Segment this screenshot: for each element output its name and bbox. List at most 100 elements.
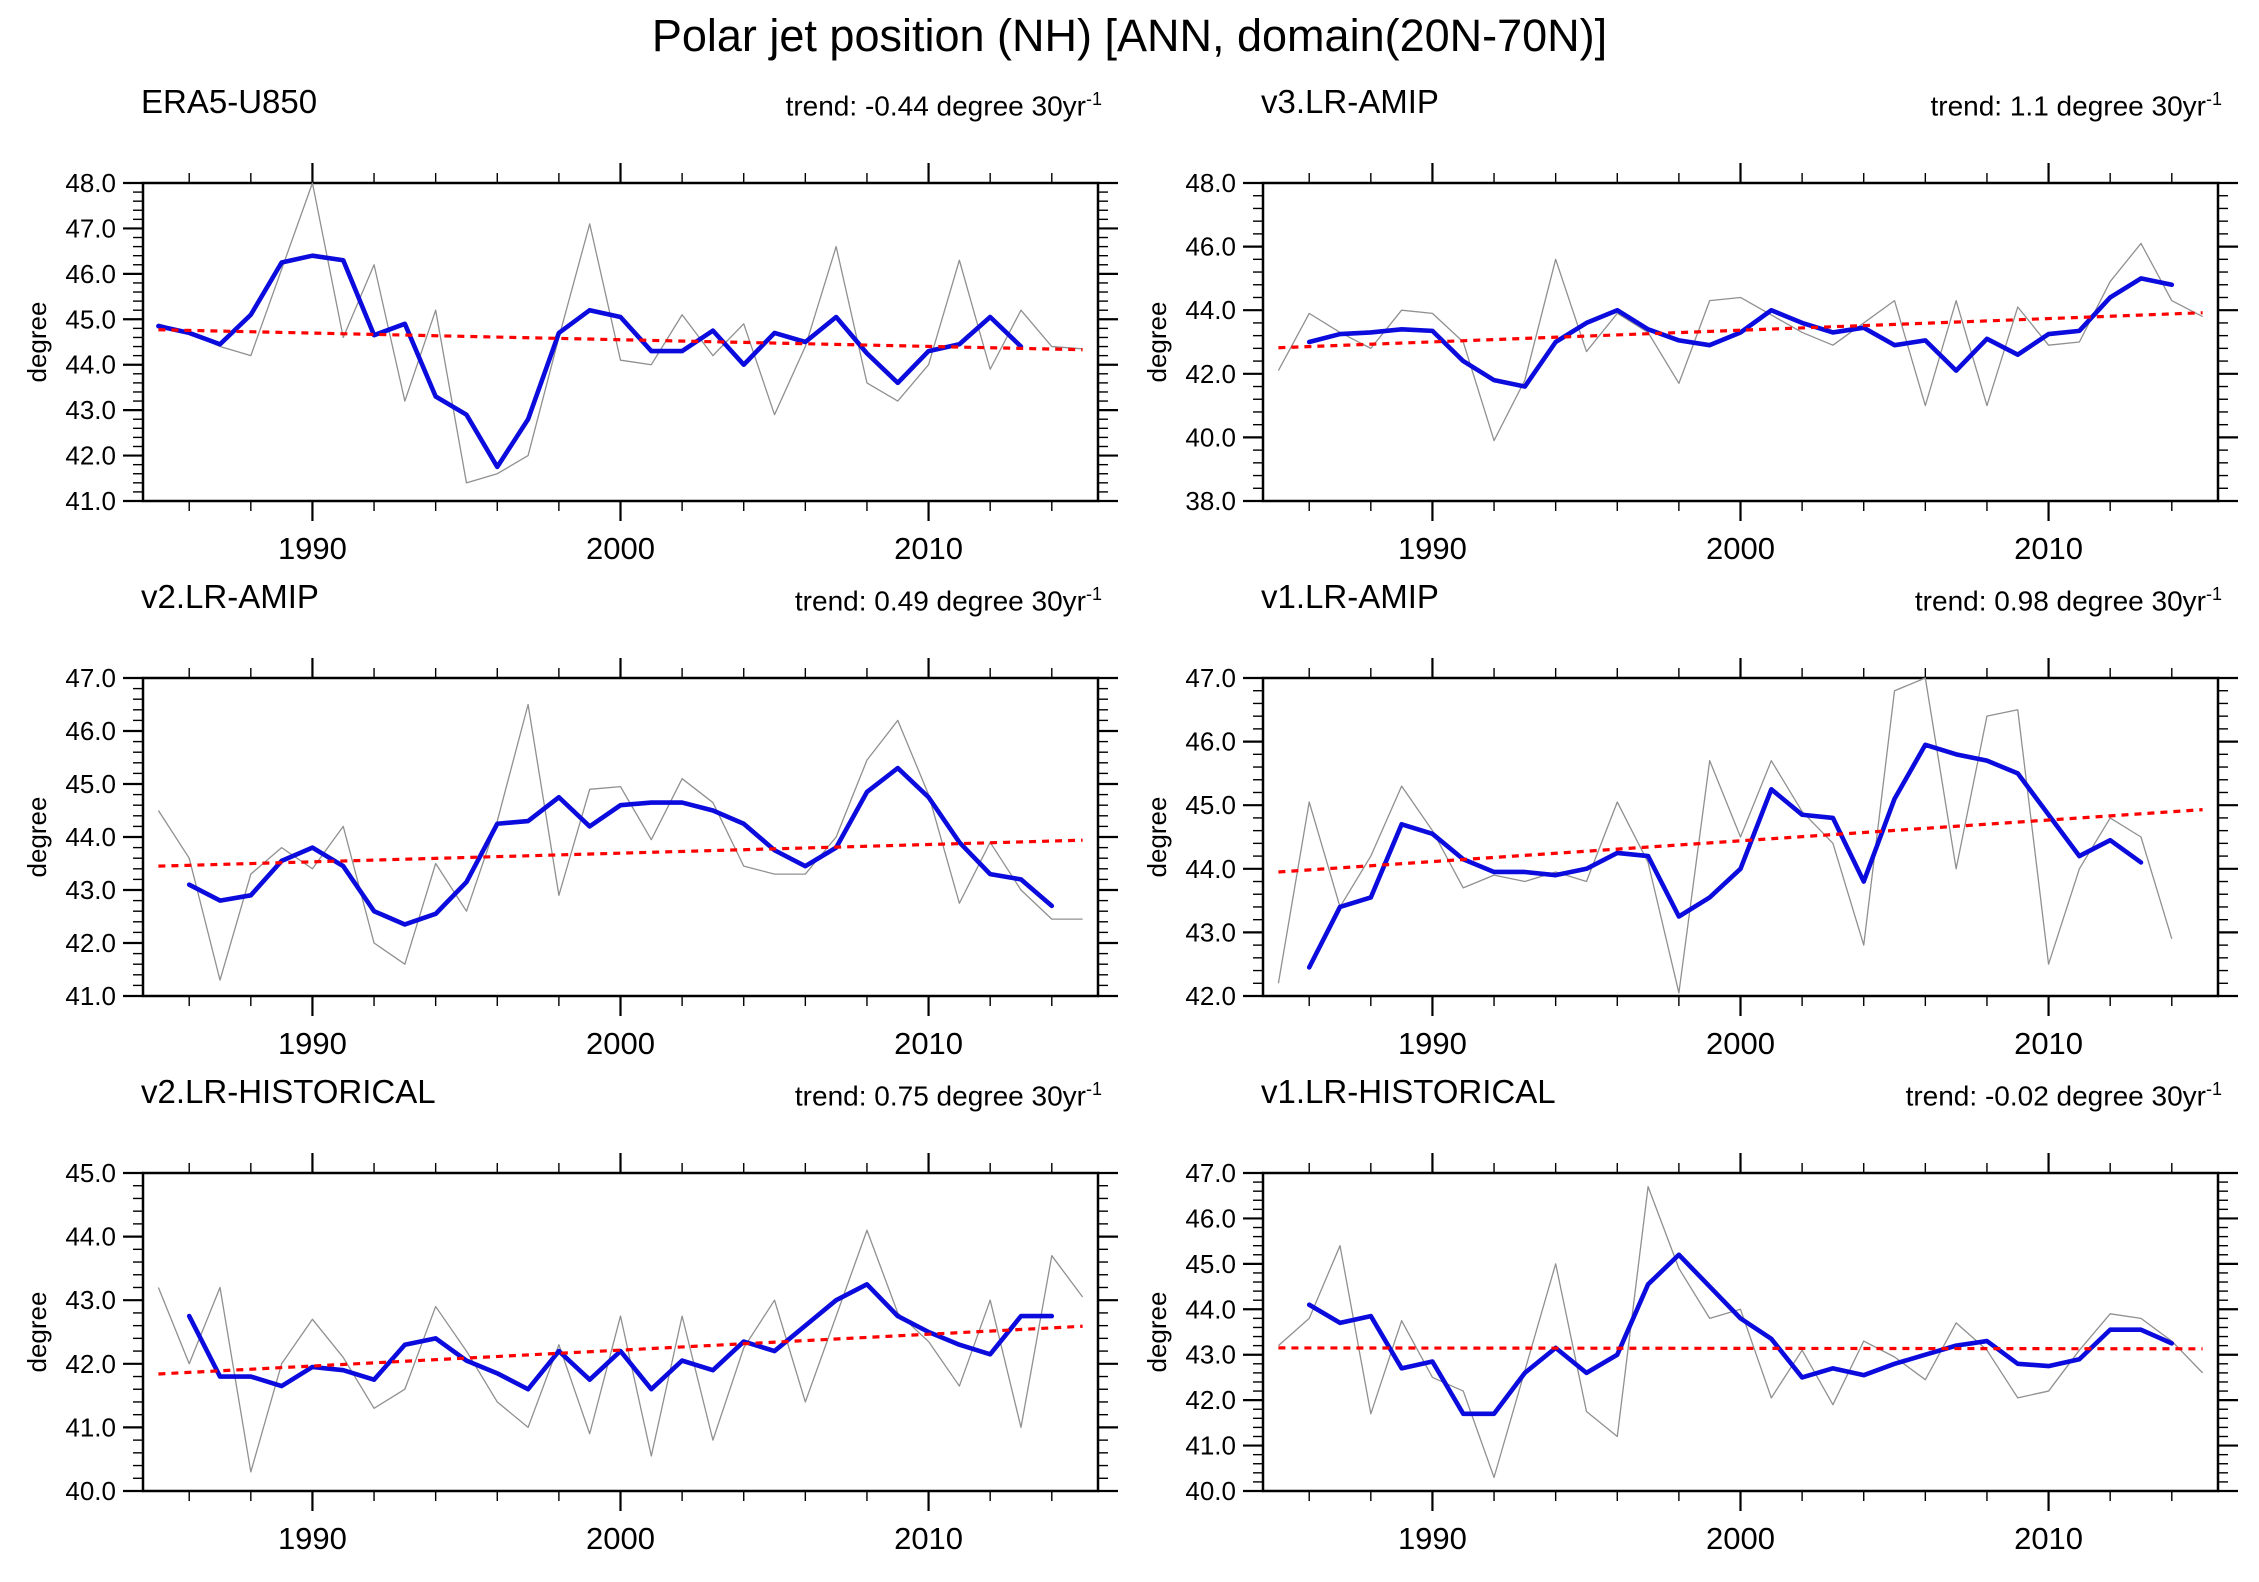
panel-title-v2-lr-amip: v2.LR-AMIP: [141, 578, 319, 615]
svg-text:1990: 1990: [1398, 531, 1467, 566]
svg-text:44.0: 44.0: [1185, 854, 1236, 884]
plot-v1-lr-amip: 42.0 43.0 44.0 45.0 46.0 47.0 1990 2000 2010 degr…: [1142, 658, 2238, 1061]
svg-text:44.0: 44.0: [65, 350, 116, 380]
svg-text:degree: degree: [22, 302, 52, 383]
svg-text:45.0: 45.0: [1185, 1249, 1236, 1279]
svg-text:41.0: 41.0: [65, 981, 116, 1011]
svg-text:2010: 2010: [894, 531, 963, 566]
svg-text:47.0: 47.0: [65, 663, 116, 693]
panel-v1-lr-historical: 40.0 41.0 42.0 43.0 44.0 45.0 46.0 47.0 1990 2000…: [1130, 1065, 2250, 1565]
svg-text:2010: 2010: [2014, 531, 2083, 566]
trend-superscript: -1: [2205, 584, 2222, 604]
svg-text:1990: 1990: [1398, 1026, 1467, 1061]
plot-v1-lr-historical: 40.0 41.0 42.0 43.0 44.0 45.0 46.0 47.0 1990 2000…: [1142, 1153, 2238, 1556]
svg-text:43.0: 43.0: [1185, 1340, 1236, 1370]
svg-text:42.0: 42.0: [1185, 981, 1236, 1011]
svg-text:46.0: 46.0: [1185, 727, 1236, 757]
plot-era5-u850: 41.0 42.0 43.0 44.0 45.0 46.0 47.0 48.0 1990 2000…: [22, 163, 1118, 566]
panel-v2-lr-amip: 41.0 42.0 43.0 44.0 45.0 46.0 47.0 1990 2000 2010…: [10, 570, 1130, 1070]
svg-text:degree: degree: [22, 1292, 52, 1373]
svg-text:42.0: 42.0: [65, 928, 116, 958]
trend-text: trend: 0.49 degree 30yr: [794, 585, 1086, 617]
svg-text:43.0: 43.0: [1185, 917, 1236, 947]
svg-text:42.0: 42.0: [65, 1349, 116, 1379]
svg-text:46.0: 46.0: [65, 259, 116, 289]
svg-text:43.0: 43.0: [65, 875, 116, 905]
svg-text:41.0: 41.0: [65, 486, 116, 516]
svg-text:42.0: 42.0: [65, 441, 116, 471]
trend-superscript: -1: [1085, 584, 1102, 604]
svg-text:38.0: 38.0: [1185, 486, 1236, 516]
panel-title-v1-lr-historical: v1.LR-HISTORICAL: [1261, 1073, 1556, 1110]
svg-text:48.0: 48.0: [65, 168, 116, 198]
panel-title-v1-lr-amip: v1.LR-AMIP: [1261, 578, 1439, 615]
svg-text:degree: degree: [1142, 302, 1172, 383]
svg-text:43.0: 43.0: [65, 1285, 116, 1315]
svg-text:1990: 1990: [1398, 1521, 1467, 1556]
svg-text:47.0: 47.0: [65, 213, 116, 243]
svg-text:40.0: 40.0: [1185, 1476, 1236, 1506]
plot-v3-lr-amip: 38.0 40.0 42.0 44.0 46.0 48.0 1990 2000 2010 degr…: [1142, 163, 2238, 566]
panel-title-era5-u850: ERA5-U850: [141, 83, 318, 120]
trend-text: trend: 0.75 degree 30yr: [794, 1080, 1086, 1112]
svg-text:46.0: 46.0: [1185, 1203, 1236, 1233]
trend-superscript: -1: [1085, 89, 1102, 109]
figure-title: Polar jet position (NH) [ANN, domain(20N…: [651, 10, 1608, 61]
trend-text: trend: -0.44 degree 30yr: [785, 90, 1086, 122]
svg-text:46.0: 46.0: [1185, 232, 1236, 262]
panel-title-v2-lr-historical: v2.LR-HISTORICAL: [141, 1073, 436, 1110]
svg-text:47.0: 47.0: [1185, 663, 1236, 693]
svg-text:43.0: 43.0: [65, 395, 116, 425]
svg-text:45.0: 45.0: [65, 769, 116, 799]
panel-v1-lr-amip: 42.0 43.0 44.0 45.0 46.0 47.0 1990 2000 2010 degr…: [1130, 570, 2250, 1070]
trend-superscript: -1: [1085, 1079, 1102, 1099]
svg-text:40.0: 40.0: [65, 1476, 116, 1506]
trend-annotation: trend: 0.75 degree 30yr-1: [795, 1079, 1102, 1112]
svg-text:2010: 2010: [894, 1521, 963, 1556]
svg-text:42.0: 42.0: [1185, 1385, 1236, 1415]
svg-text:47.0: 47.0: [1185, 1158, 1236, 1188]
svg-text:45.0: 45.0: [65, 304, 116, 334]
svg-text:1990: 1990: [278, 531, 347, 566]
trend-annotation: trend: -0.44 degree 30yr-1: [786, 89, 1102, 122]
panel-era5-u850: 41.0 42.0 43.0 44.0 45.0 46.0 47.0 48.0 1990 2000…: [10, 75, 1130, 575]
trend-annotation: trend: 0.98 degree 30yr-1: [1915, 584, 2222, 617]
panel-title-v3-lr-amip: v3.LR-AMIP: [1261, 83, 1439, 120]
svg-text:44.0: 44.0: [65, 822, 116, 852]
trend-annotation: trend: 0.49 degree 30yr-1: [795, 584, 1102, 617]
svg-text:degree: degree: [1142, 797, 1172, 878]
panel-v2-lr-historical: 40.0 41.0 42.0 43.0 44.0 45.0 1990 2000 2010 degr…: [10, 1065, 1130, 1565]
svg-text:2000: 2000: [586, 1026, 655, 1061]
plot-v2-lr-historical: 40.0 41.0 42.0 43.0 44.0 45.0 1990 2000 2010 degr…: [22, 1153, 1118, 1556]
svg-text:1990: 1990: [278, 1521, 347, 1556]
svg-text:2010: 2010: [2014, 1026, 2083, 1061]
svg-text:1990: 1990: [278, 1026, 347, 1061]
svg-text:41.0: 41.0: [1185, 1431, 1236, 1461]
panel-v3-lr-amip: 38.0 40.0 42.0 44.0 46.0 48.0 1990 2000 2010 degr…: [1130, 75, 2250, 575]
svg-text:2000: 2000: [1706, 531, 1775, 566]
svg-text:44.0: 44.0: [1185, 295, 1236, 325]
svg-text:2010: 2010: [894, 1026, 963, 1061]
svg-text:2010: 2010: [2014, 1521, 2083, 1556]
trend-text: trend: -0.02 degree 30yr: [1905, 1080, 2206, 1112]
svg-text:40.0: 40.0: [1185, 422, 1236, 452]
svg-text:2000: 2000: [1706, 1026, 1775, 1061]
trend-text: trend: 1.1 degree 30yr: [1930, 90, 2206, 122]
svg-text:44.0: 44.0: [65, 1222, 116, 1252]
plot-v2-lr-amip: 41.0 42.0 43.0 44.0 45.0 46.0 47.0 1990 2000 2010…: [22, 658, 1118, 1061]
trend-annotation: trend: 1.1 degree 30yr-1: [1930, 89, 2222, 122]
svg-text:42.0: 42.0: [1185, 359, 1236, 389]
svg-text:45.0: 45.0: [1185, 790, 1236, 820]
svg-text:45.0: 45.0: [65, 1158, 116, 1188]
svg-text:degree: degree: [22, 797, 52, 878]
svg-text:48.0: 48.0: [1185, 168, 1236, 198]
svg-text:degree: degree: [1142, 1292, 1172, 1373]
svg-text:44.0: 44.0: [1185, 1294, 1236, 1324]
trend-superscript: -1: [2205, 1079, 2222, 1099]
svg-text:46.0: 46.0: [65, 716, 116, 746]
trend-text: trend: 0.98 degree 30yr: [1914, 585, 2206, 617]
svg-text:41.0: 41.0: [65, 1412, 116, 1442]
svg-text:2000: 2000: [1706, 1521, 1775, 1556]
svg-text:2000: 2000: [586, 531, 655, 566]
trend-annotation: trend: -0.02 degree 30yr-1: [1906, 1079, 2222, 1112]
